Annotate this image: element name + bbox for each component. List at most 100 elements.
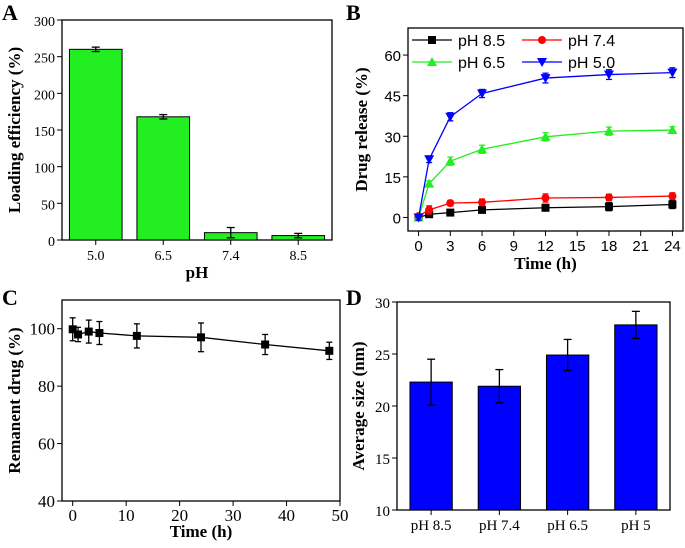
bar [614,324,658,511]
legend-label: pH 8.5 [458,33,505,50]
marker-square [604,202,613,211]
y-tick-label: 10 [375,504,390,520]
marker-square [541,203,550,212]
panel-label-d: D [346,285,362,310]
marker-square [74,330,83,339]
x-tick-label: 18 [601,238,618,255]
x-tick-label: 5.0 [87,249,105,264]
y-tick-label: 250 [34,52,55,67]
y-tick-label: 15 [375,452,390,468]
y-axis-label: Average size (nm) [349,341,368,470]
x-tick-label: 0 [414,238,422,255]
x-tick-label: 21 [632,238,649,255]
marker-square [197,333,205,342]
y-tick-label: 60 [384,48,401,65]
bar [136,116,191,241]
marker-triangle-up [540,131,551,141]
x-tick-label: 7.4 [222,249,240,264]
bar [477,385,522,511]
marker-square [84,327,93,336]
x-tick-label: pH 7.4 [479,518,520,534]
x-tick-label: 6 [478,238,486,255]
y-tick-label: 30 [384,129,401,146]
marker-triangle-down [445,112,456,122]
x-axis-label: Time (h) [514,254,577,273]
marker-square [261,340,270,349]
marker-circle [538,36,546,44]
chart-panel-b: 0 15 30 45 60 Drug release (%) 0 3 6 9 12 15 18 21 24 T… [352,27,684,273]
y-tick-label: 25 [375,348,390,364]
chart-panel-a: 0 50 100 150 200 250 300 Loading efficiency (%)… [5,15,333,282]
marker-triangle-down [667,68,678,78]
marker-square [325,346,334,355]
marker-square [668,200,677,209]
marker-circle [425,205,434,214]
legend-label: pH 5.0 [568,55,615,72]
x-tick-label: 10 [118,506,135,525]
x-tick-label: 3 [446,238,454,255]
panel-label-c: C [2,285,18,310]
y-tick-label: 0 [48,235,55,250]
chart-panel-c: 40 60 80 100 Remanent drug (%) 0 10 20 30 40 50 Tim… [5,299,349,541]
marker-triangle-down [424,155,435,165]
x-axis-label: pH [186,263,209,282]
marker-triangle-down [540,74,551,84]
marker-square [446,208,455,217]
y-tick-label: 45 [384,89,401,106]
y-tick-label: 300 [34,15,55,30]
series-data [68,317,334,361]
x-tick-label: 6.5 [155,249,173,264]
marker-square [428,36,436,44]
x-tick-label: 12 [537,238,554,255]
marker-triangle-down [477,89,488,99]
marker-square [95,329,104,338]
x-tick-label: 20 [171,506,188,525]
y-axis-label: Drug release (%) [352,67,371,191]
marker-triangle-up [445,156,456,166]
marker-square [68,325,77,334]
y-tick-label: 0 [393,210,401,227]
marker-circle [541,193,550,202]
x-tick-label: 0 [68,506,77,525]
x-tick-label: 40 [278,506,295,525]
y-axis-label: Remanent drug (%) [5,327,24,473]
x-tick-label: 15 [569,238,586,255]
plot-frame [61,299,341,502]
marker-triangle-up [477,144,488,154]
y-tick-label: 60 [38,435,55,454]
x-tick-label: 9 [510,238,518,255]
y-tick-label: 20 [375,400,390,416]
x-tick-label: pH 5 [621,518,651,534]
marker-triangle-up [603,126,614,136]
panel-label-a: A [2,0,18,25]
y-axis-label: Loading efficiency (%) [5,47,24,213]
y-tick-label: 40 [38,492,55,511]
x-tick-label: 50 [332,506,349,525]
marker-square [478,205,487,214]
marker-circle [478,198,487,207]
chart-panel-d: 10 15 20 25 30 Average size (nm) pH 8.5 pH 7.4 p… [349,296,671,534]
legend-label: pH 7.4 [568,33,615,50]
y-tick-label: 15 [384,170,401,187]
marker-triangle-down [603,70,614,80]
y-tick-label: 80 [38,377,55,396]
marker-triangle-up [667,125,678,135]
marker-circle [668,192,677,201]
marker-triangle-down [413,213,424,223]
legend: pH 8.5 pH 7.4 pH 6.5 pH 5.0 [412,33,615,72]
x-axis-label: Time (h) [170,522,233,541]
x-tick-label: 24 [664,238,681,255]
marker-square [132,331,141,340]
panel-label-b: B [346,0,361,25]
bar [68,48,123,241]
legend-label: pH 6.5 [458,55,505,72]
series-ph-5-0 [413,67,678,223]
marker-triangle-up [424,178,435,188]
marker-triangle-up [427,57,437,66]
marker-circle [604,193,613,202]
x-tick-label: 30 [225,506,242,525]
x-tick-label: pH 8.5 [411,518,452,534]
y-tick-label: 100 [34,162,55,177]
y-tick-label: 200 [34,88,55,103]
